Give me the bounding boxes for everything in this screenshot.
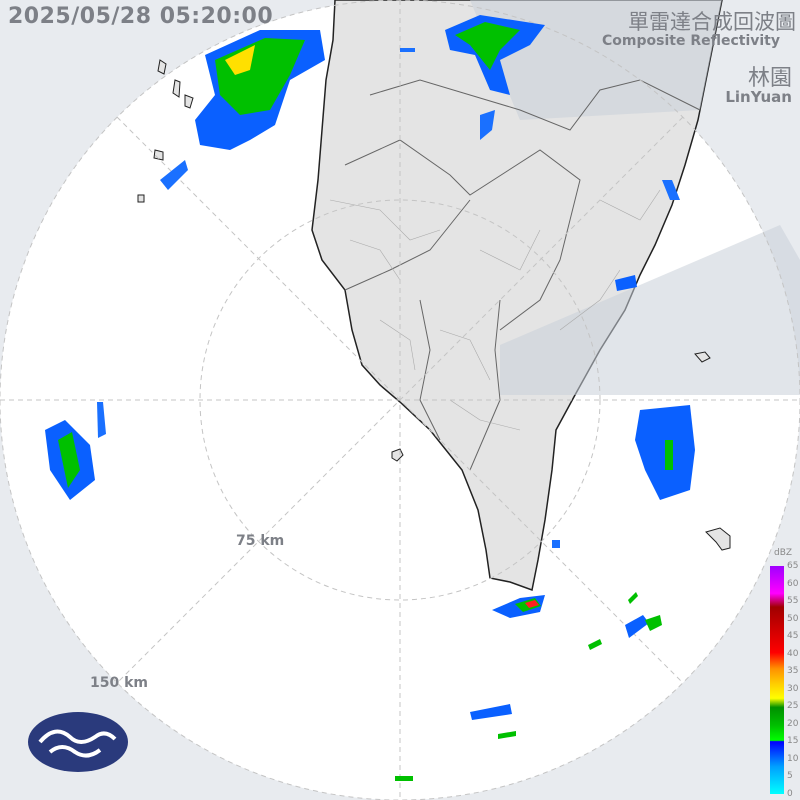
radar-echoes: [45, 15, 695, 781]
legend-tick: 15: [787, 736, 799, 746]
legend-tick: 5: [787, 771, 793, 781]
taiwan-land: [311, 0, 723, 592]
station-name-zh: 林園: [747, 66, 792, 91]
legend-tick: 65: [787, 561, 799, 571]
legend-color-bar: [770, 566, 784, 794]
legend-tick: 50: [787, 613, 799, 624]
legend-tick: 60: [787, 578, 799, 589]
legend-tick: 10: [787, 753, 799, 764]
timestamp: 2025/05/28 05:20:00: [8, 4, 274, 29]
station-name-en: LinYuan: [725, 88, 792, 106]
product-title-en: Composite Reflectivity: [602, 33, 780, 49]
blocked-sector: [400, 0, 722, 120]
township-borders: [329, 189, 661, 431]
legend-tick: 20: [787, 718, 799, 729]
dbz-legend: dBZ 65 60 55 50 45 40 35 30 25 20 15 10 5 0: [768, 548, 800, 799]
range-ring-label-75: 75 km: [236, 533, 285, 549]
legend-unit: dBZ: [774, 548, 793, 558]
legend-tick: 30: [787, 683, 799, 694]
legend-tick: 35: [787, 666, 799, 676]
legend-tick: 55: [787, 596, 799, 606]
blocked-beam: [500, 225, 800, 395]
product-title-zh: 單雷達合成回波圖: [628, 10, 796, 34]
legend-tick: 40: [787, 648, 799, 659]
legend-tick: 0: [787, 788, 793, 799]
range-ring-label-150: 150 km: [90, 675, 148, 691]
legend-tick: 45: [787, 631, 799, 641]
cwa-logo: [28, 712, 128, 772]
legend-tick: 25: [787, 701, 799, 711]
